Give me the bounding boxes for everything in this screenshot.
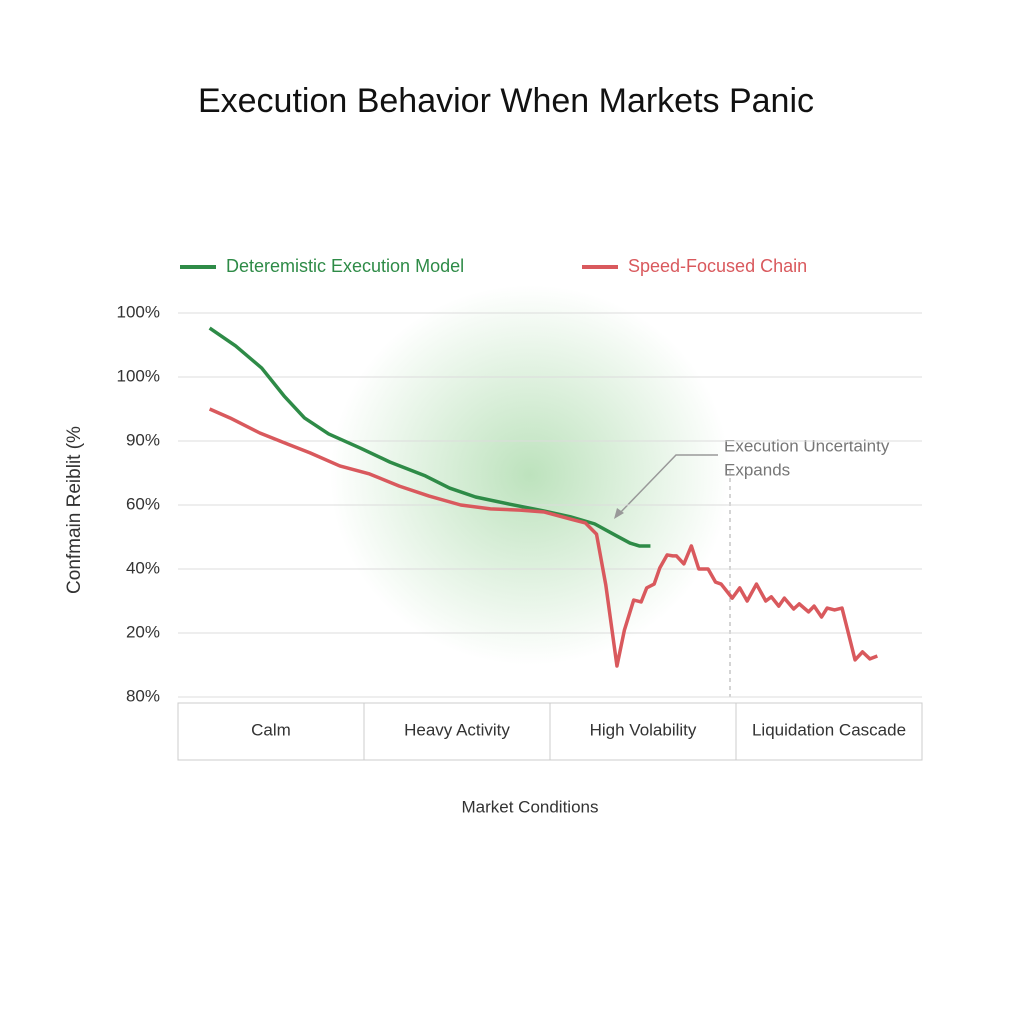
x-tick-label: Liquidation Cascade: [752, 720, 906, 739]
legend-label: Deteremistic Execution Model: [226, 256, 464, 276]
chart-title: Execution Behavior When Markets Panic: [198, 82, 814, 120]
y-tick-label: 90%: [126, 430, 160, 449]
annotation: Expands: [724, 460, 790, 479]
y-tick-label: 80%: [126, 686, 160, 705]
glow: [330, 285, 730, 665]
y-tick-label: 60%: [126, 494, 160, 513]
x-tick-label: Heavy Activity: [404, 720, 510, 739]
x-axis-label: Market Conditions: [461, 797, 598, 816]
y-tick-label: 40%: [126, 558, 160, 577]
line: [208, 326, 651, 548]
line: [208, 407, 878, 668]
y-tick-label: 100%: [117, 302, 160, 321]
arrow-head: [614, 508, 624, 519]
x-tick-label: High Volability: [590, 720, 697, 739]
y-tick-label: 20%: [126, 622, 160, 641]
legend-label: Speed-Focused Chain: [628, 256, 807, 276]
y-tick-label: 100%: [117, 366, 160, 385]
x-tick-label: Calm: [251, 720, 291, 739]
y-axis-label: Confmain Reiblit (%: [64, 426, 85, 594]
annotation: Execution Uncertainty: [724, 436, 890, 455]
annotation-arrow: [617, 454, 718, 516]
